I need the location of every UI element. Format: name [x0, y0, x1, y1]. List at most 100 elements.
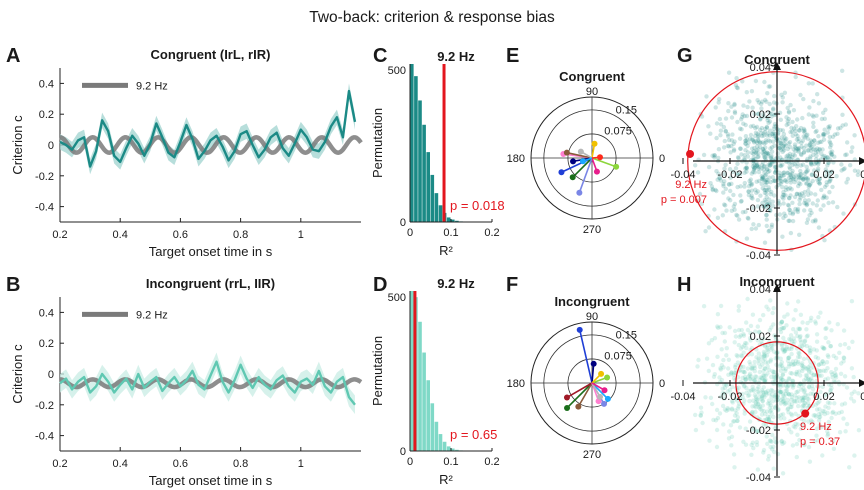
permutation-point	[762, 149, 767, 155]
y-tick-label: 0	[48, 140, 54, 152]
permutation-point	[751, 167, 757, 172]
annotation-frequency: 9.2 Hz	[675, 179, 707, 191]
permutation-point	[810, 386, 816, 392]
phase-vector	[572, 157, 593, 178]
permutation-point	[731, 452, 737, 457]
permutation-point	[811, 372, 817, 377]
permutation-point	[741, 439, 746, 444]
permutation-point	[778, 117, 783, 123]
permutation-point	[755, 197, 761, 203]
permutation-point	[779, 343, 785, 348]
y-tick-label: 0	[400, 446, 406, 458]
permutation-point	[781, 349, 787, 355]
permutation-point	[812, 173, 818, 178]
permutation-point	[743, 426, 748, 431]
permutation-point	[752, 165, 757, 170]
y-axis-label: Permutation	[370, 108, 385, 178]
permutation-point	[746, 189, 751, 194]
permutation-point	[743, 141, 748, 146]
x-axis-arrowhead	[859, 157, 864, 165]
permutation-point	[802, 208, 807, 213]
permutation-point	[760, 99, 765, 104]
permutation-point	[755, 162, 760, 167]
y-tick-label: 500	[388, 292, 406, 304]
permutation-point	[771, 444, 776, 449]
radial-tick-label: 0.075	[604, 351, 632, 363]
permutation-point	[811, 142, 817, 147]
permutation-point	[703, 229, 708, 234]
permutation-point	[820, 359, 825, 364]
permutation-point	[788, 230, 794, 236]
permutation-point	[798, 181, 803, 187]
permutation-point	[829, 152, 834, 158]
permutation-point	[751, 222, 756, 227]
permutation-point	[784, 323, 789, 328]
permutation-point	[712, 155, 717, 160]
permutation-point	[778, 397, 784, 403]
y-tick-label: -0.02	[746, 425, 771, 437]
permutation-point	[748, 136, 753, 141]
permutation-point	[809, 418, 814, 423]
permutation-point	[735, 354, 740, 359]
permutation-point	[766, 453, 772, 459]
y-axis-arrowhead	[773, 284, 781, 292]
permutation-point	[748, 132, 754, 138]
permutation-point	[726, 372, 731, 377]
permutation-point	[809, 172, 815, 178]
permutation-point	[695, 364, 700, 369]
permutation-point	[731, 204, 736, 209]
y-tick-label: 0.02	[750, 331, 771, 343]
permutation-point	[814, 332, 820, 337]
permutation-point	[767, 401, 772, 406]
permutation-point	[803, 135, 808, 140]
permutation-point	[751, 151, 756, 157]
permutation-point	[739, 152, 744, 157]
permutation-point	[718, 367, 723, 372]
permutation-point	[828, 177, 833, 182]
y-tick-label: 0.4	[39, 78, 54, 90]
permutation-point	[820, 147, 825, 152]
permutation-point	[721, 145, 727, 150]
permutation-point	[829, 169, 835, 174]
permutation-point	[730, 132, 735, 137]
permutation-point	[715, 312, 721, 317]
permutation-point	[743, 148, 748, 153]
permutation-point	[760, 398, 765, 404]
permutation-point	[734, 212, 739, 218]
permutation-point	[754, 163, 759, 168]
permutation-point	[722, 171, 727, 177]
permutation-point	[800, 162, 806, 167]
permutation-point	[764, 125, 770, 130]
permutation-point	[734, 411, 739, 416]
permutation-point	[798, 426, 804, 431]
permutation-point	[780, 347, 785, 352]
permutation-point	[756, 391, 762, 396]
permutation-point	[783, 368, 788, 373]
permutation-point	[792, 161, 797, 167]
permutation-point	[788, 411, 794, 417]
permutation-point	[786, 141, 791, 146]
permutation-point	[816, 225, 822, 230]
permutation-point	[750, 164, 756, 169]
permutation-point	[737, 425, 743, 430]
permutation-point	[806, 188, 811, 193]
permutation-point	[779, 326, 785, 331]
permutation-point	[750, 410, 755, 415]
permutation-point	[712, 207, 717, 212]
permutation-point	[777, 390, 783, 395]
permutation-point	[814, 203, 819, 208]
permutation-point	[755, 389, 761, 394]
permutation-point	[711, 374, 717, 379]
permutation-point	[787, 172, 793, 177]
x-tick-label: 0.1	[443, 227, 458, 239]
permutation-point	[788, 333, 794, 338]
permutation-point	[728, 150, 733, 155]
permutation-point	[787, 185, 793, 191]
permutation-point	[712, 336, 718, 341]
permutation-point	[767, 101, 772, 107]
permutation-point	[754, 163, 759, 168]
permutation-point	[749, 195, 754, 200]
permutation-point	[798, 334, 803, 339]
permutation-point	[852, 453, 857, 458]
permutation-point	[724, 408, 729, 413]
